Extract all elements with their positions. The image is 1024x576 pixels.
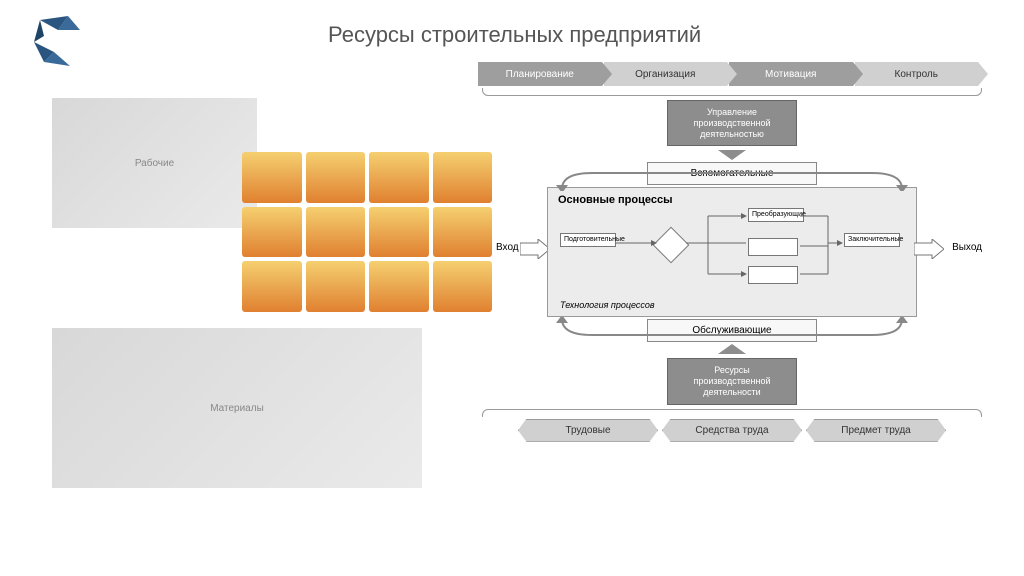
down-arrow-icon: [718, 150, 746, 160]
core-subtitle: Технология процессов: [560, 300, 655, 310]
curve-bottom: [552, 317, 912, 341]
logo-icon: [30, 12, 90, 77]
diamond-icon: [653, 227, 690, 264]
bottom-hex-row: Трудовые Средства труда Предмет труда: [472, 419, 992, 442]
image-materials: Материалы: [52, 328, 422, 488]
page-title: Ресурсы строительных предприятий: [328, 22, 701, 48]
output-arrow-icon: [914, 239, 944, 259]
mini-prep: Подготовительные: [560, 233, 616, 247]
mini-empty1: [748, 238, 798, 256]
top-arrow-row: Планирование Организация Мотивация Контр…: [472, 62, 992, 86]
bracket-top: [482, 88, 982, 96]
arrow-motivation: Мотивация: [729, 62, 853, 86]
core-box: Основные процессы Подготовительные Преоб…: [547, 187, 917, 317]
core-connectors: [548, 188, 918, 318]
core-wrap: Вход Основные процессы Подготовительные …: [472, 187, 992, 317]
core-title: Основные процессы: [558, 194, 906, 206]
arrow-planning: Планирование: [478, 62, 602, 86]
hex-means: Средства труда: [662, 419, 802, 442]
hex-labor: Трудовые: [518, 419, 658, 442]
resource-box: Ресурсы производственной деятельности: [667, 358, 797, 404]
hex-subject: Предмет труда: [806, 419, 946, 442]
output-label: Выход: [952, 242, 982, 253]
management-box: Управление производственной деятельность…: [667, 100, 797, 146]
left-images: Рабочие Материалы: [52, 98, 452, 488]
mini-final: Заключительные: [844, 233, 900, 247]
mini-empty2: [748, 266, 798, 284]
input-arrow-icon: [520, 239, 550, 259]
diagram: Планирование Организация Мотивация Контр…: [472, 60, 992, 442]
up-arrow-icon: [718, 344, 746, 354]
bracket-bottom: [482, 409, 982, 417]
arrow-organization: Организация: [604, 62, 728, 86]
curve-top: [552, 167, 912, 191]
arrow-control: Контроль: [855, 62, 979, 86]
mini-trans: Преобразующие: [748, 208, 804, 222]
image-workers: Рабочие: [52, 98, 257, 228]
image-machines-grid: [242, 152, 492, 312]
input-label: Вход: [496, 242, 519, 253]
